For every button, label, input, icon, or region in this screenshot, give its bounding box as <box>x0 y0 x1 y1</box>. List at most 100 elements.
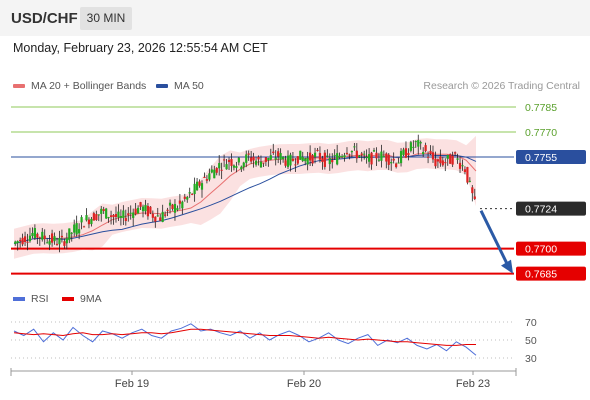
candle-down <box>473 196 476 199</box>
candle-up <box>372 150 376 152</box>
candle-down <box>323 152 326 167</box>
candle-down <box>264 157 267 162</box>
candle-down <box>309 152 312 161</box>
candle-up <box>417 140 420 147</box>
candle-up <box>380 151 383 161</box>
candle-down <box>95 214 98 221</box>
candle-up <box>181 201 184 209</box>
candle-up <box>326 155 329 157</box>
candle-down <box>375 152 378 159</box>
candle-up <box>173 204 177 213</box>
candle-up <box>122 210 125 219</box>
level-label-0.7770: 0.7770 <box>525 127 557 139</box>
level-label-0.7700: 0.7700 <box>525 244 557 256</box>
candle-up <box>358 155 361 158</box>
moving-averages-layer <box>13 152 477 245</box>
candle-down <box>321 158 324 163</box>
candle-up <box>377 159 381 161</box>
candle-down <box>109 215 113 217</box>
candle-up <box>363 153 366 155</box>
candle-down <box>92 213 95 221</box>
candle-up <box>456 158 459 160</box>
candle-up <box>286 155 290 167</box>
legend-ma20-label: MA 20 + Bollinger Bands <box>31 80 147 92</box>
candle-down <box>392 158 395 161</box>
candle-up <box>168 202 172 206</box>
candle-up <box>254 160 258 165</box>
candle-down <box>178 200 181 204</box>
candle-down <box>50 233 54 243</box>
candle-up <box>279 153 282 160</box>
candle-up <box>409 142 412 151</box>
candle-down <box>127 213 130 216</box>
candle-down <box>277 151 280 157</box>
candle-up <box>129 212 132 214</box>
candle-up <box>313 152 317 157</box>
candle-up <box>301 156 304 162</box>
candle-up <box>213 169 216 179</box>
candle-down <box>257 157 260 160</box>
candle-down <box>198 181 201 186</box>
candle-up <box>46 242 49 244</box>
timeframe-badge[interactable]: 30 MIN <box>80 7 132 30</box>
candle-up <box>365 156 368 158</box>
candle-up <box>274 157 277 160</box>
candle-down <box>112 214 115 218</box>
candle-up <box>137 207 140 214</box>
legend-ma20-bb: MA 20 + Bollinger Bands <box>13 80 146 92</box>
rsi-level-label-70: 70 <box>525 317 537 329</box>
level-box-0.7724 <box>516 201 586 216</box>
candle-down <box>154 216 157 222</box>
candle-down <box>38 237 41 239</box>
projection-layer <box>479 210 513 274</box>
candle-down <box>436 159 440 162</box>
candle-down <box>139 202 142 207</box>
legend-ma50: MA 50 <box>156 80 204 92</box>
candle-up <box>119 215 122 218</box>
candle-down <box>449 154 452 164</box>
candle-up <box>412 146 415 148</box>
candle-down <box>171 204 174 210</box>
candle-down <box>355 150 358 159</box>
candle-down <box>220 169 223 171</box>
level-box-0.7755 <box>516 150 586 164</box>
candle-up <box>289 154 292 166</box>
candle-up <box>419 142 422 144</box>
candle-up <box>350 151 353 153</box>
candle-down <box>272 151 275 154</box>
candle-up <box>281 156 285 160</box>
candle-down <box>387 154 390 165</box>
rsi-swatch <box>13 297 25 302</box>
candle-up <box>53 236 56 242</box>
candle-up <box>161 211 164 222</box>
ma20-swatch <box>13 84 25 89</box>
candle-up <box>340 156 344 158</box>
candle-down <box>439 156 442 164</box>
candle-up <box>65 238 68 244</box>
candle-up <box>208 173 211 180</box>
candle-down <box>252 156 255 161</box>
candle-up <box>259 161 263 168</box>
candle-up <box>402 149 405 155</box>
legend-rsi-label: RSI <box>31 293 49 305</box>
candle-down <box>424 145 427 152</box>
candle-down <box>407 153 410 156</box>
candle-up <box>446 154 449 159</box>
candle-down <box>215 167 218 173</box>
candle-down <box>149 206 152 213</box>
candle-down <box>454 152 457 154</box>
candle-up <box>28 235 32 242</box>
candle-up <box>328 158 331 165</box>
candle-up <box>107 217 110 219</box>
candle-up <box>188 192 191 194</box>
candle-down <box>284 160 287 166</box>
candle-up <box>353 146 356 148</box>
candle-up <box>299 150 302 160</box>
candle-down <box>191 193 194 195</box>
candle-up <box>85 215 88 221</box>
candle-up <box>267 158 270 161</box>
candle-up <box>156 215 159 217</box>
candle-up <box>176 208 179 210</box>
rsi-ma-line <box>13 328 476 346</box>
